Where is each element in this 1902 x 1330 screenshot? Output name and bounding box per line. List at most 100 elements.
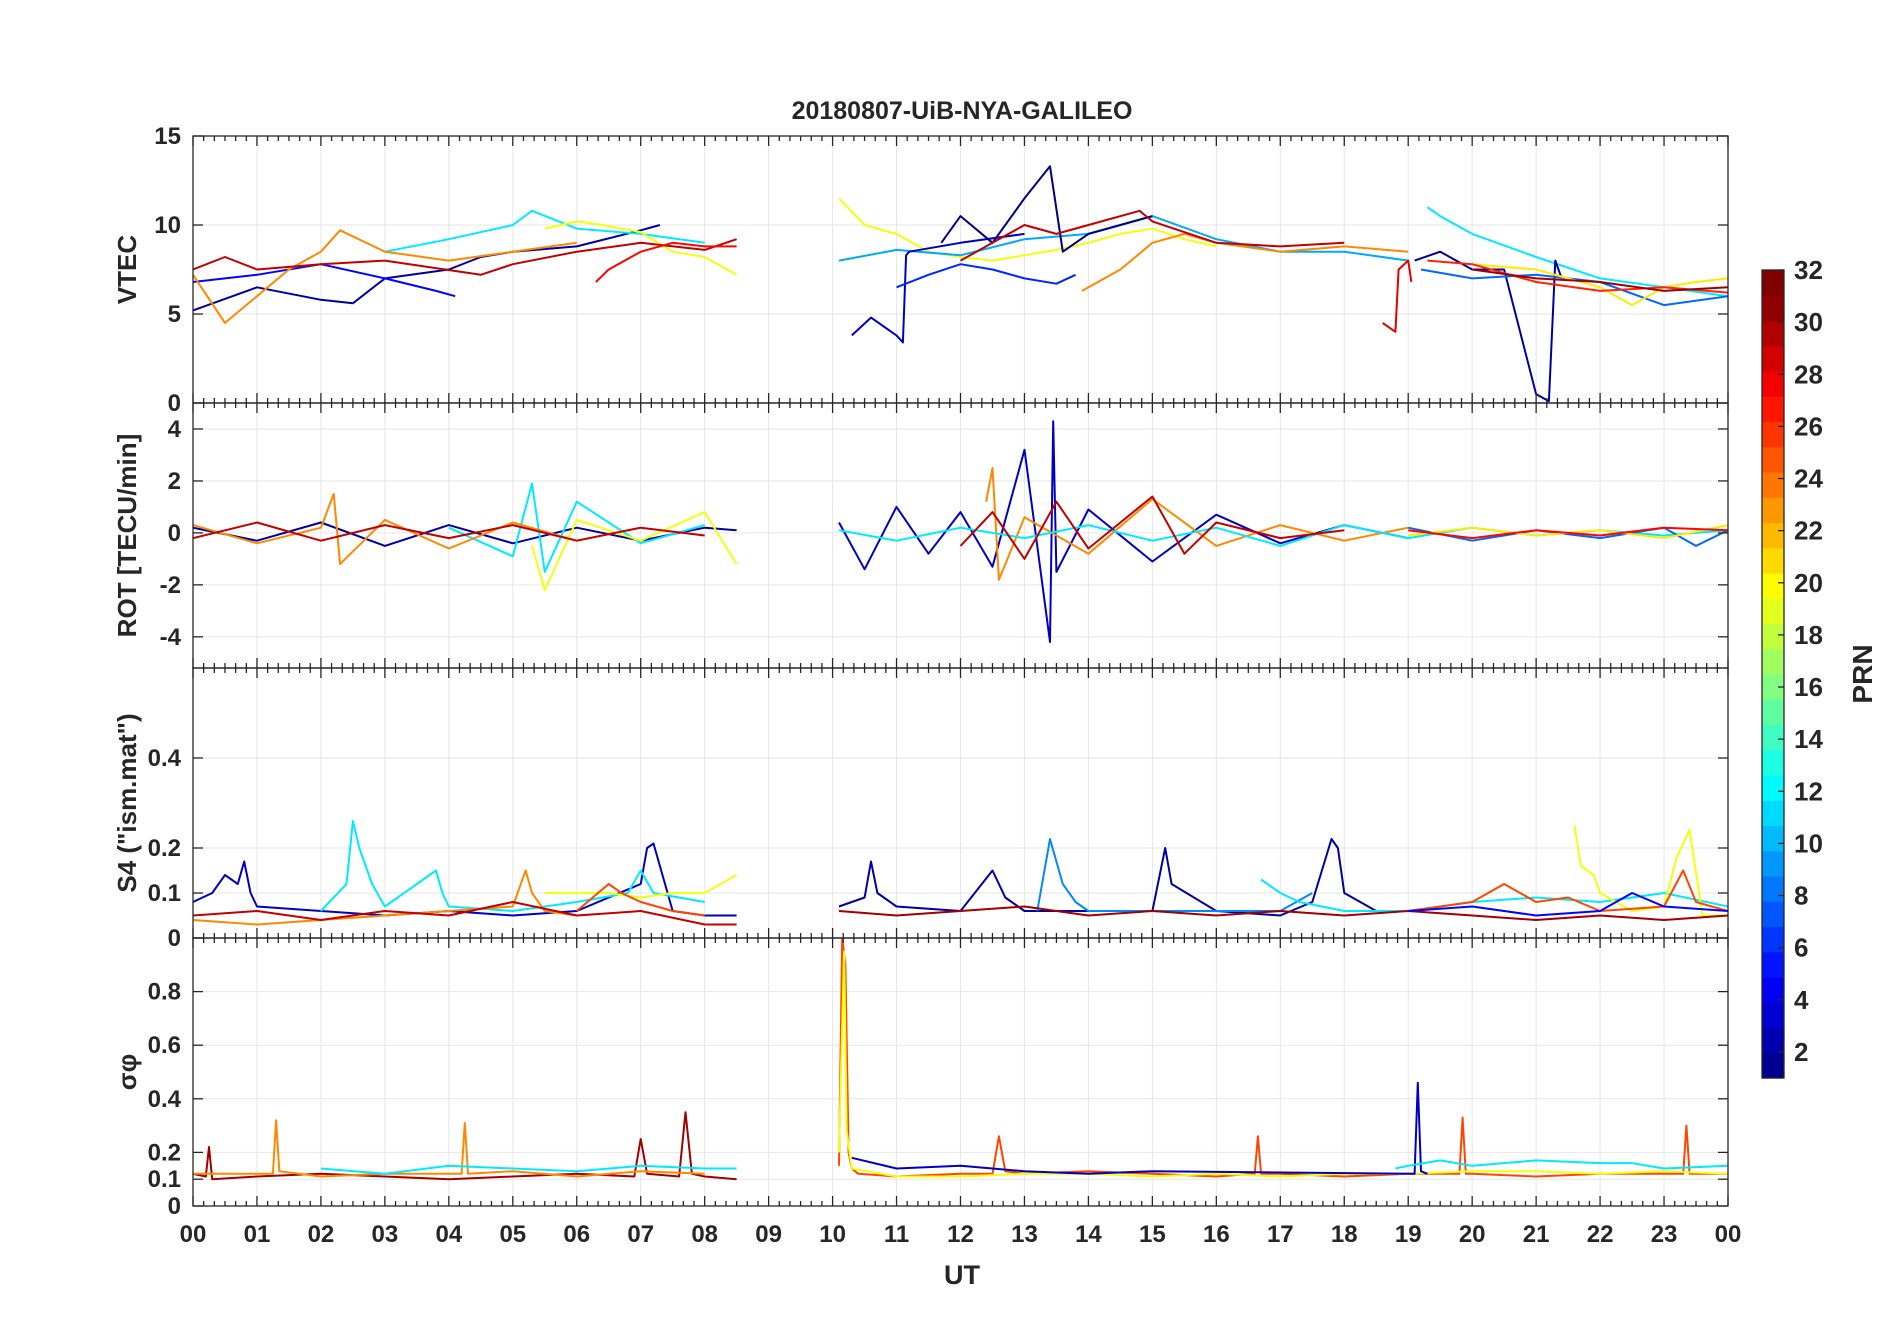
series-line-prn-24 (193, 492, 641, 566)
series-line-prn-31 (838, 905, 1728, 921)
panel-x-ticks (192, 403, 1729, 668)
y-tick-label: 0 (168, 925, 181, 952)
colorbar-frame (1761, 269, 1785, 1079)
x-tick-label: 08 (691, 1221, 718, 1248)
y-tick-label: 5 (168, 301, 181, 328)
colorbar-tick-label: 4 (1794, 985, 1809, 1015)
colorbar-segment (1762, 825, 1784, 852)
x-tick-label: 09 (755, 1221, 782, 1248)
y-tick-label: 0 (168, 520, 181, 547)
series-line-prn-1 (940, 165, 1153, 253)
y-tick-label: 0.4 (148, 745, 182, 772)
series-line-prn-12 (384, 209, 705, 253)
x-tick-label: 14 (1075, 1221, 1102, 1248)
series-line-prn-12 (1395, 1159, 1728, 1170)
colorbar-segment (1762, 547, 1784, 574)
colorbar-segment (1762, 951, 1784, 978)
colorbar-segment (1762, 876, 1784, 902)
colorbar-segment (1762, 648, 1784, 675)
colorbar-tick-label: 28 (1794, 359, 1823, 389)
colorbar-segment (1762, 1052, 1784, 1079)
colorbar-segment (1762, 699, 1784, 726)
series-line-prn-12 (320, 820, 705, 912)
series-line-prn-27 (1427, 259, 1728, 294)
colorbar-segment (1762, 320, 1784, 347)
x-tick-label: 17 (1267, 1221, 1294, 1248)
series-line-prn-20 (544, 220, 738, 276)
series-line-prn-6 (896, 263, 1077, 289)
panel-y-ticks: 0 5 10 15 (154, 123, 1728, 417)
x-tick-label: 04 (435, 1221, 462, 1248)
panel-x-ticks (192, 668, 1729, 938)
series-line-prn-24 (193, 229, 577, 324)
colorbar-segment (1762, 345, 1784, 372)
x-tick-label: 18 (1331, 1221, 1358, 1248)
series-line-prn-24 (193, 1119, 705, 1178)
x-tick-label: 23 (1651, 1221, 1678, 1248)
colorbar-segment (1762, 598, 1784, 625)
colorbar-segment (1762, 724, 1784, 751)
colorbar-tick-label: 30 (1794, 307, 1823, 337)
colorbar-segment (1762, 522, 1784, 549)
series-line-prn-21 (1472, 263, 1728, 307)
colorbar-segment (1762, 472, 1784, 498)
y-tick-label: 0.4 (148, 1086, 182, 1113)
y-axis-label-sigma_phi: σφ (112, 1054, 142, 1090)
colorbar-segment (1762, 573, 1784, 599)
series-line-prn-12 (320, 1164, 737, 1175)
panel-y-ticks: 0 0.1 0.2 0.4 (148, 745, 1728, 952)
colorbar-segment (1762, 396, 1784, 423)
series-line-prn-26 (576, 883, 705, 917)
colorbar-segment (1762, 775, 1784, 801)
series-line-prn-29 (1382, 259, 1413, 333)
series-line-prn-20 (1573, 825, 1728, 917)
panel-x-ticks (192, 938, 1729, 1206)
colorbar-segment (1762, 1002, 1784, 1029)
series-line-prn-20 (531, 511, 738, 592)
x-tick-label: 20 (1459, 1221, 1486, 1248)
series-line-prn-30 (959, 495, 1345, 560)
y-axis-label-vtec: VTEC (112, 235, 142, 305)
colorbar-segment (1762, 497, 1784, 524)
series-line-prn-3 (851, 232, 1025, 344)
panel-rot: -4 -2 0 2 4 ROT [TECU/min] (112, 402, 1729, 669)
x-tick-label: 02 (308, 1221, 335, 1248)
colorbar-tick-label: 16 (1794, 672, 1823, 702)
panel-vtec: 0 5 10 15 VTEC (112, 123, 1729, 417)
colorbar-segment (1762, 901, 1784, 928)
colorbar-tick-label: 2 (1794, 1037, 1808, 1067)
colorbar-tick-label: 32 (1794, 255, 1823, 285)
y-axis-label-s4: S4 ("ism.mat") (112, 713, 142, 892)
panel-s4: 0 0.1 0.2 0.4S4 ("ism.mat") (112, 667, 1729, 952)
panel-sigma_phi: 00.10.2 0.4 0.6 0.8 σφ 00 01 02 03 04 05 06 07 08 09 10… (112, 937, 1742, 1248)
colorbar-segment (1762, 749, 1784, 776)
x-tick-label: 00 (1715, 1221, 1742, 1248)
colorbar-segment (1762, 1027, 1784, 1054)
series-line-prn-28 (595, 241, 737, 283)
colorbar-segment (1762, 850, 1784, 877)
colorbar-tick-label: 24 (1794, 464, 1823, 494)
series-line-prn-8 (1408, 526, 1728, 547)
panel-y-ticks: -4 -2 0 2 4 (160, 416, 1728, 651)
y-tick-label: 0 (168, 390, 181, 417)
y-tick-label: 10 (154, 212, 181, 239)
y-tick-label: 0.2 (148, 1139, 181, 1166)
x-tick-label: 00 (180, 1221, 207, 1248)
x-tick-label: 22 (1587, 1221, 1614, 1248)
x-tick-label: 07 (627, 1221, 654, 1248)
panel-series (193, 820, 1728, 926)
panel-grid (193, 403, 1728, 668)
series-line-prn-26 (1408, 869, 1728, 912)
series-line-prn-12 (448, 482, 705, 573)
colorbar-segment (1762, 446, 1784, 473)
series-line-prn-30 (960, 209, 1345, 262)
chart-title: 20180807-UiB-NYA-GALILEO (792, 97, 1133, 125)
y-tick-label: -4 (160, 624, 182, 651)
x-tick-label: 06 (563, 1221, 590, 1248)
y-tick-label: 2 (168, 468, 181, 495)
panel-series (193, 938, 1728, 1181)
colorbar-segment (1762, 623, 1784, 650)
colorbar-segment (1762, 674, 1784, 700)
x-tick-label: 03 (372, 1221, 399, 1248)
